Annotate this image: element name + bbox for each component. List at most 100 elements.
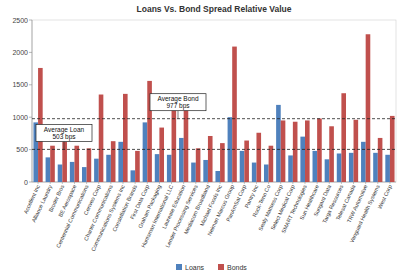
y-tick	[29, 20, 32, 21]
x-tick	[341, 182, 342, 184]
legend-label: Loans	[185, 264, 205, 271]
y-tick	[29, 52, 32, 53]
x-tick	[183, 182, 184, 184]
y-tick-label: 1500	[12, 81, 28, 88]
plot-frame	[32, 20, 396, 182]
average-line	[32, 149, 396, 150]
bar	[293, 122, 298, 182]
bar	[143, 122, 148, 182]
bar	[135, 151, 140, 182]
x-tick	[98, 182, 99, 184]
x-tick	[244, 182, 245, 184]
x-tick	[50, 182, 51, 184]
bar	[329, 126, 334, 182]
x-tick	[280, 182, 281, 184]
bar	[220, 143, 225, 182]
bar	[366, 34, 371, 182]
x-tick	[195, 182, 196, 184]
bar	[74, 146, 79, 182]
x-tick	[159, 182, 160, 184]
bar	[191, 163, 196, 182]
bar	[62, 142, 67, 182]
legend: Loans Bonds	[176, 264, 247, 271]
bar	[203, 160, 208, 182]
annotation-value: 503 bps	[52, 133, 76, 141]
annotation-box	[36, 124, 92, 141]
bar	[390, 116, 395, 182]
x-tick	[268, 182, 269, 184]
bar	[313, 151, 318, 182]
y-tick	[29, 182, 32, 183]
average-line	[32, 118, 396, 119]
bar	[118, 142, 123, 182]
bar	[167, 155, 172, 182]
bar	[106, 155, 111, 182]
bar	[361, 142, 366, 182]
x-tick	[317, 182, 318, 184]
bar	[215, 171, 220, 182]
x-tick	[353, 182, 354, 184]
x-tick	[365, 182, 366, 184]
bar	[378, 138, 383, 182]
x-tick	[329, 182, 330, 184]
x-tick	[389, 182, 390, 184]
x-tick-label: West Corp	[376, 184, 392, 210]
title: Loans Vs. Bond Spread Relative Value	[137, 4, 292, 14]
legend-swatch	[176, 264, 182, 270]
bar	[264, 165, 269, 182]
annotation-box	[150, 94, 206, 111]
y-axis	[32, 20, 33, 182]
bar	[256, 133, 261, 182]
x-tick	[207, 182, 208, 184]
x-tick	[38, 182, 39, 184]
x-tick	[135, 182, 136, 184]
legend-label: Bonds	[227, 264, 247, 271]
bar	[288, 155, 293, 182]
bar	[337, 153, 342, 182]
chart: Loans Vs. Bond Spread Relative Value 0 500…	[0, 0, 400, 279]
bar	[341, 93, 346, 182]
bar	[208, 136, 213, 182]
annotation-pointer	[178, 111, 179, 119]
bar	[82, 167, 87, 182]
bar	[385, 155, 390, 182]
x-tick	[171, 182, 172, 184]
bar	[252, 163, 257, 182]
x-tick	[292, 182, 293, 184]
bar	[50, 146, 55, 182]
bar	[281, 120, 286, 182]
annotation-value: 977 bps	[166, 102, 190, 110]
bar	[305, 120, 310, 182]
bar	[244, 141, 249, 182]
bar	[300, 137, 305, 182]
bar	[155, 154, 160, 182]
legend-swatch	[218, 264, 224, 270]
x-tick	[123, 182, 124, 184]
x-tick	[62, 182, 63, 184]
x-tick	[377, 182, 378, 184]
bar	[159, 128, 164, 182]
bar	[172, 110, 177, 182]
bar	[46, 157, 51, 182]
y-tick-label: 500	[16, 146, 28, 153]
y-tick	[29, 117, 32, 118]
bar	[131, 170, 136, 182]
y-tick-label: 1000	[12, 114, 28, 121]
y-tick-label: 0	[24, 179, 28, 186]
bar	[325, 159, 330, 182]
annotation-pointer	[64, 141, 65, 149]
bar	[111, 141, 116, 182]
x-tick	[220, 182, 221, 184]
x-tick	[74, 182, 75, 184]
bar	[58, 165, 63, 182]
bar	[240, 151, 245, 182]
bar	[87, 148, 92, 182]
y-tick-label: 2500	[12, 17, 28, 24]
x-tick	[232, 182, 233, 184]
bar	[232, 47, 237, 182]
bar	[70, 162, 75, 182]
bars	[32, 34, 396, 182]
x-tick	[86, 182, 87, 184]
bar	[99, 95, 104, 182]
y-tick	[29, 84, 32, 85]
